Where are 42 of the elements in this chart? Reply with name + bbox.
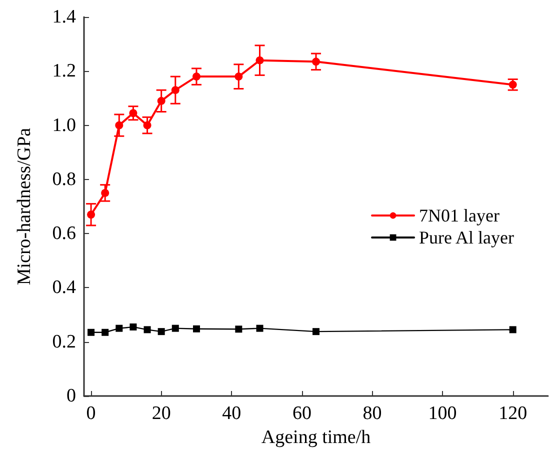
point — [143, 121, 152, 130]
point — [256, 56, 264, 64]
point — [171, 86, 180, 94]
point — [115, 121, 124, 130]
point — [158, 328, 165, 336]
x-tick-label: 0 — [86, 403, 96, 424]
x-tick-label: 40 — [222, 403, 242, 424]
y-tick-label: 1.2 — [52, 60, 76, 82]
point — [157, 96, 166, 105]
point — [144, 326, 151, 334]
y-axis-title: Micro-hardness/GPa — [14, 127, 35, 286]
point — [192, 325, 200, 332]
x-tick-label: 60 — [292, 403, 312, 424]
point — [234, 72, 243, 81]
point — [172, 324, 179, 332]
point — [192, 72, 200, 81]
point — [312, 328, 320, 336]
point — [101, 188, 110, 197]
y-tick-label: 0.8 — [52, 168, 76, 190]
y-tick-label: 1.4 — [52, 6, 76, 28]
x-tick-label: 80 — [362, 403, 382, 424]
point — [509, 326, 516, 334]
point — [129, 109, 138, 118]
y-tick-label: 1.0 — [52, 114, 76, 136]
y-tick-label: 0.6 — [52, 223, 76, 244]
x-tick-label: 120 — [498, 403, 528, 424]
point — [87, 210, 96, 219]
y-tick-label: 0 — [66, 386, 76, 406]
x-tick-label: 100 — [428, 403, 457, 424]
legend-label: 7N01 layer — [419, 206, 500, 226]
point — [130, 323, 137, 330]
x-tick-label: 20 — [152, 403, 171, 424]
point — [102, 328, 109, 336]
legend-label: Pure Al layer — [419, 228, 514, 248]
point — [88, 328, 95, 336]
y-tick-label: 0.4 — [52, 277, 76, 298]
point — [312, 58, 320, 66]
point — [116, 324, 123, 332]
y-tick-label: 0.2 — [52, 331, 76, 352]
point — [256, 324, 264, 332]
point — [235, 326, 242, 333]
x-axis-title: Ageing time/h — [261, 426, 372, 448]
